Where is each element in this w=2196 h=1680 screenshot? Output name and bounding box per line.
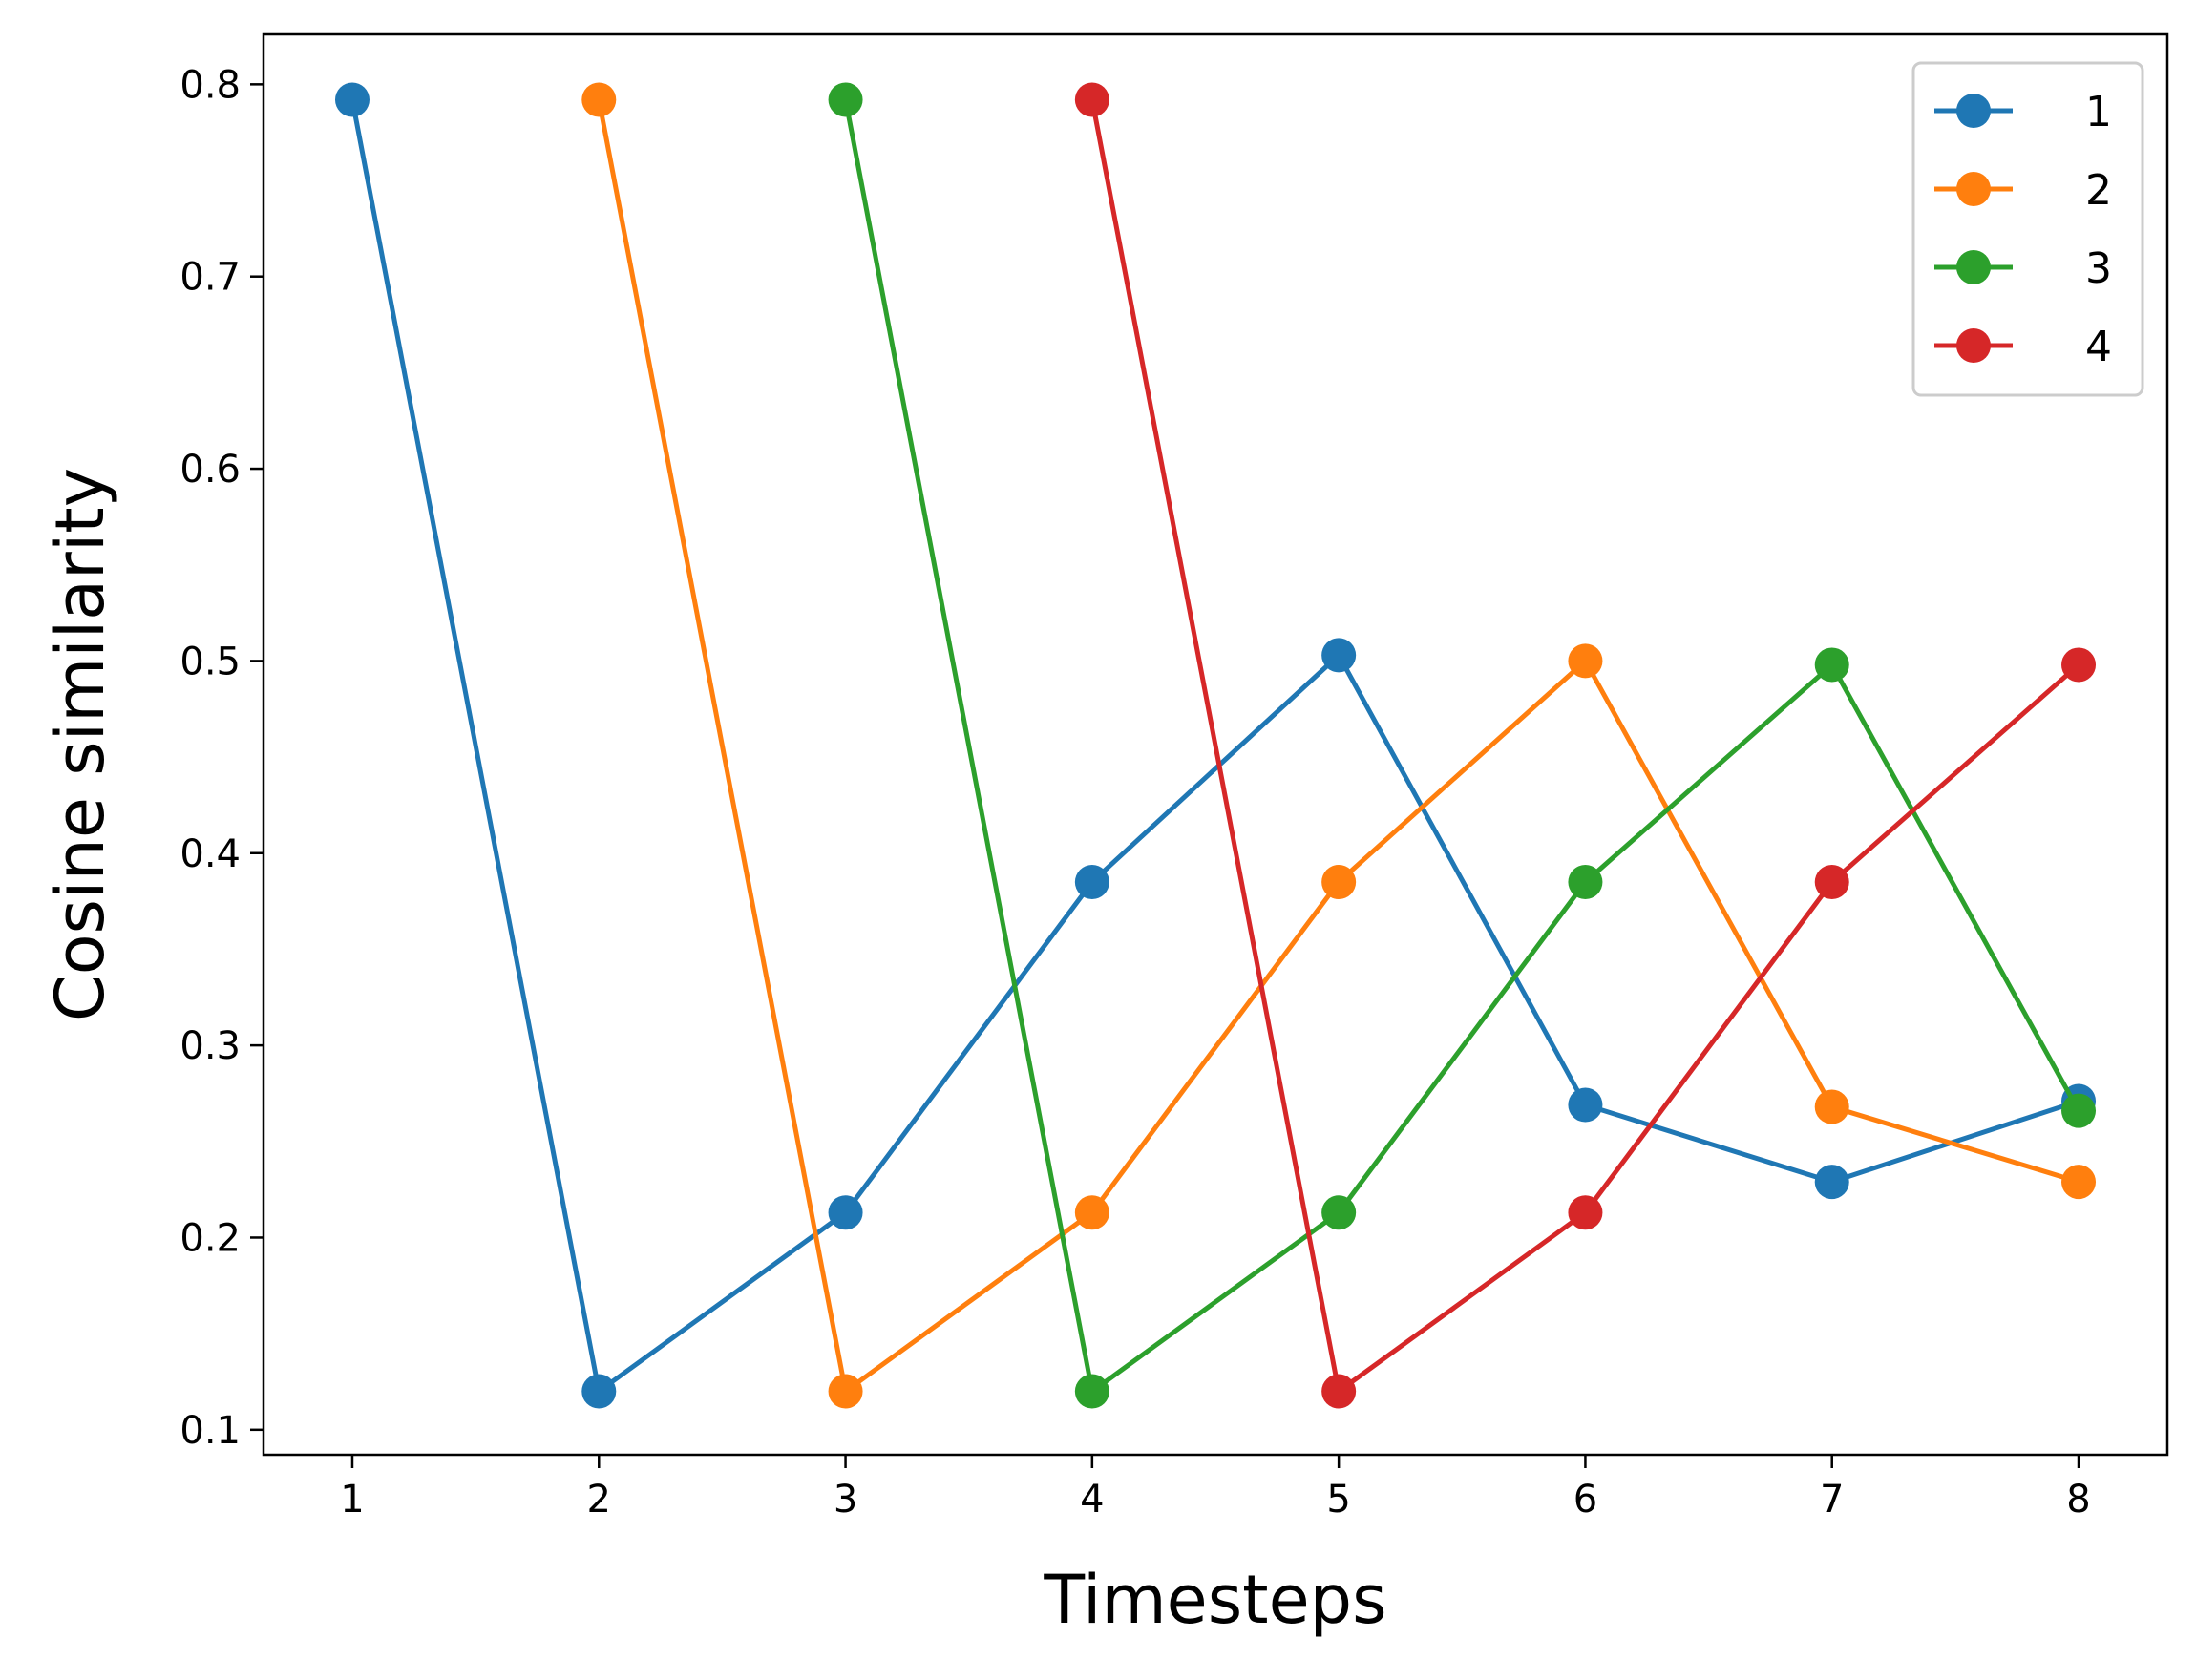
x-tick-label: 2 xyxy=(587,1478,611,1522)
data-point xyxy=(828,1195,863,1230)
data-point xyxy=(2061,647,2097,682)
data-point xyxy=(1568,864,1603,899)
data-point xyxy=(1074,1374,1109,1409)
y-tick-label: 0.1 xyxy=(179,1409,241,1453)
legend-entry: 2 xyxy=(1934,166,2112,215)
x-tick-label: 7 xyxy=(1820,1478,1844,1522)
x-tick-label: 6 xyxy=(1573,1478,1597,1522)
y-tick-label: 0.6 xyxy=(179,448,241,492)
data-point xyxy=(1321,638,1357,673)
x-tick-label: 4 xyxy=(1080,1478,1104,1522)
data-point xyxy=(1568,1087,1603,1123)
y-tick-label: 0.8 xyxy=(179,63,241,107)
legend-entry: 3 xyxy=(1934,244,2112,293)
data-point xyxy=(1814,864,1849,899)
x-axis-label: Timesteps xyxy=(1043,1561,1386,1639)
series-line xyxy=(349,98,2080,1395)
data-point xyxy=(581,82,617,117)
legend-label: 2 xyxy=(2085,166,2112,215)
data-point xyxy=(1321,1195,1357,1230)
legend-entry: 4 xyxy=(1934,323,2112,371)
legend-swatch-marker xyxy=(1956,328,1991,363)
legend-swatch-marker xyxy=(1956,250,1991,284)
series-3 xyxy=(828,82,2097,1409)
legend-swatch-marker xyxy=(1956,94,1991,128)
y-axis: 0.1 0.2 0.3 0.4 0.5 0.6 0.7 0.8 xyxy=(179,63,264,1453)
y-axis-label: Cosine similarity xyxy=(41,468,119,1021)
series-4 xyxy=(1074,82,2097,1409)
series-2 xyxy=(581,82,2097,1409)
data-point xyxy=(1568,643,1603,679)
legend-box xyxy=(1911,61,2144,397)
data-point xyxy=(2061,1093,2097,1128)
y-tick-label: 0.7 xyxy=(179,256,241,300)
data-point xyxy=(1074,864,1109,899)
data-point xyxy=(2061,1165,2097,1200)
x-tick-label: 1 xyxy=(340,1478,364,1522)
series-layer xyxy=(334,82,2097,1409)
x-tick-label: 3 xyxy=(834,1478,857,1522)
x-axis: 1 2 3 4 5 6 7 8 xyxy=(340,1455,2091,1522)
data-point xyxy=(581,1374,617,1409)
data-point xyxy=(1074,1195,1109,1230)
data-point xyxy=(1814,1165,1849,1200)
legend-entry: 1 xyxy=(1934,88,2112,136)
plot-frame xyxy=(262,32,2169,1457)
data-point xyxy=(1074,82,1109,117)
data-point xyxy=(1321,1374,1357,1409)
y-tick-label: 0.4 xyxy=(179,832,241,876)
legend: 1 2 3 4 xyxy=(1911,61,2144,397)
legend-label: 4 xyxy=(2085,323,2112,371)
series-line xyxy=(843,98,2081,1395)
data-point xyxy=(1321,864,1357,899)
legend-label: 1 xyxy=(2085,88,2112,136)
data-point xyxy=(1814,1089,1849,1124)
y-tick-label: 0.5 xyxy=(179,640,241,683)
legend-label: 3 xyxy=(2085,244,2112,293)
data-point xyxy=(828,1374,863,1409)
y-tick-label: 0.2 xyxy=(179,1216,241,1260)
data-point xyxy=(334,82,370,117)
x-tick-label: 8 xyxy=(2066,1478,2090,1522)
data-point xyxy=(1568,1195,1603,1230)
legend-swatch-marker xyxy=(1956,172,1991,206)
y-tick-label: 0.3 xyxy=(179,1024,241,1068)
data-point xyxy=(1814,647,1849,682)
x-tick-label: 5 xyxy=(1326,1478,1350,1522)
data-point xyxy=(828,82,863,117)
